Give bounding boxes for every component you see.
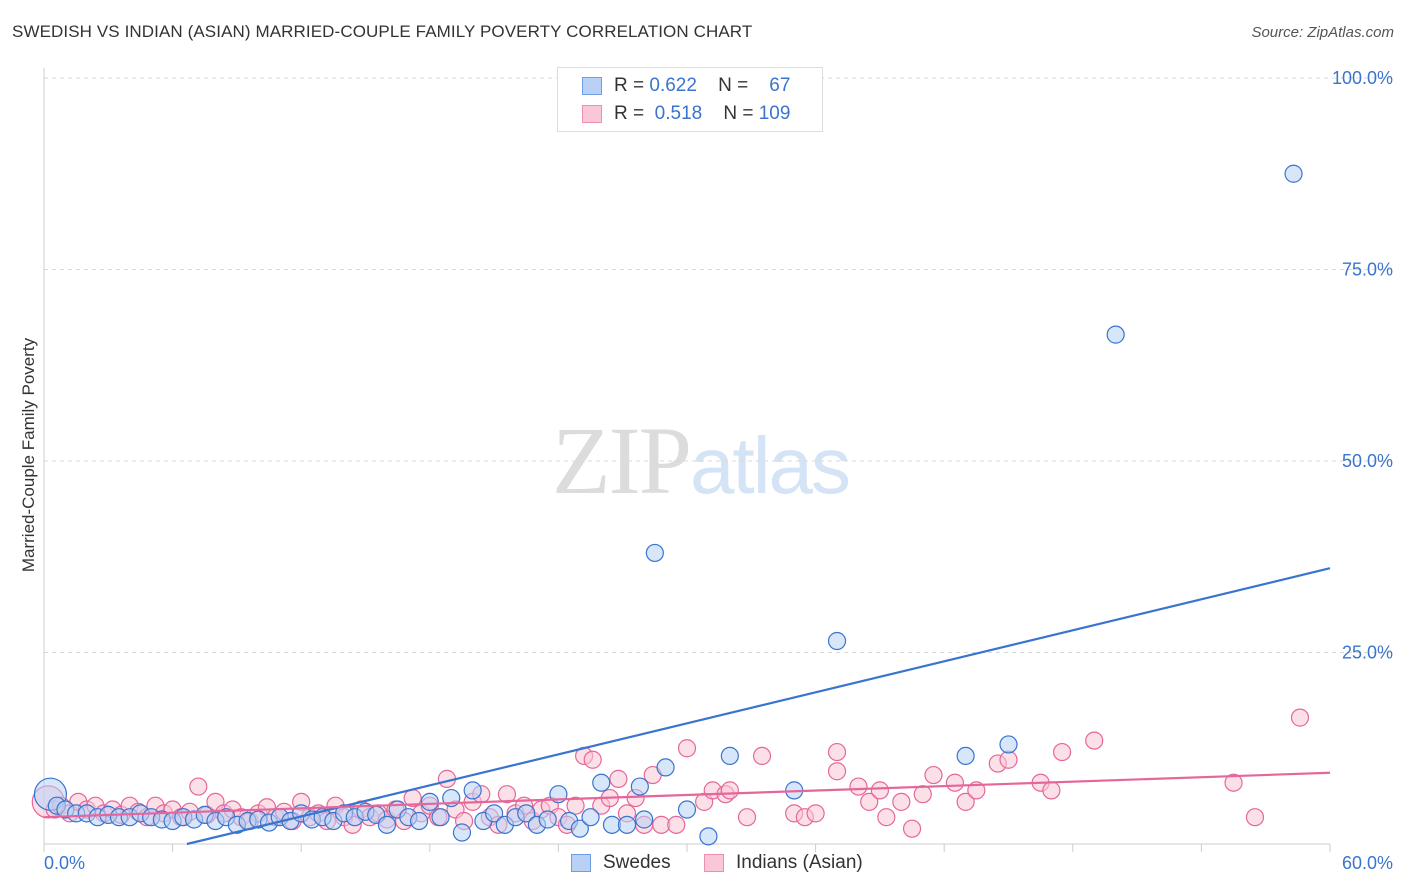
indians-point	[892, 792, 911, 811]
series-swatch-indians	[704, 854, 724, 872]
swede-point	[956, 746, 975, 766]
indians-point	[677, 739, 697, 758]
indians-point	[720, 781, 739, 800]
tick-labels: 25.0% 50.0% 75.0% 100.0% 0.0% 60.0%	[44, 68, 1393, 873]
correlation-legend: R = 0.622 N = 67 R = 0.518 N = 109	[557, 67, 823, 132]
indians-point	[827, 762, 847, 781]
indians-point	[806, 804, 825, 823]
indians-point	[849, 777, 868, 796]
indians-point	[583, 750, 602, 769]
swede-point	[827, 631, 847, 651]
indians-point	[877, 808, 896, 827]
indians-point	[870, 781, 890, 800]
indians-point	[860, 792, 879, 811]
swede-point	[720, 746, 739, 766]
indians-point	[1290, 708, 1310, 727]
indians-point	[566, 796, 585, 815]
legend-n-label: N =	[718, 75, 749, 96]
swede-point	[452, 823, 472, 842]
swede-point	[1106, 325, 1125, 344]
swede-point	[517, 804, 536, 823]
swede-point	[645, 543, 664, 563]
y-axis-label: Married-Couple Family Poverty	[19, 337, 38, 572]
legend-row-swedes: R = 0.622 N = 67	[582, 74, 790, 98]
indians-point	[945, 773, 965, 792]
legend-row-indians: R = 0.518 N = 109	[582, 102, 790, 126]
indians-point	[999, 750, 1018, 769]
indians-point	[667, 815, 686, 834]
indians-point	[924, 765, 943, 785]
swede-point	[677, 800, 697, 819]
series-legend-indians[interactable]: Indians (Asian)	[704, 852, 863, 874]
swede-point	[1284, 164, 1303, 183]
series-legend-swedes[interactable]: Swedes	[571, 852, 671, 874]
y-tick-label: 50.0%	[1342, 451, 1393, 471]
swede-point	[377, 815, 397, 834]
legend-swatch-indians	[582, 105, 602, 123]
indians-point	[1224, 773, 1243, 792]
legend-n-value: 67	[769, 75, 791, 96]
indians-point	[1085, 731, 1104, 750]
indians-point	[497, 785, 517, 804]
x-tick-label-min: 0.0%	[44, 853, 85, 873]
axes	[43, 68, 1331, 852]
indians-point	[1042, 781, 1061, 800]
indians-point	[1245, 808, 1265, 827]
swede-point	[581, 808, 600, 827]
swede-point	[635, 810, 654, 829]
legend-n-value: 109	[758, 103, 791, 124]
swede-point	[538, 810, 557, 829]
legend-r-value: 0.622	[649, 75, 697, 96]
x-tick-label-max: 60.0%	[1342, 853, 1393, 873]
legend-r-label: R =	[614, 75, 645, 96]
swede-point	[656, 758, 675, 777]
legend-r-value: 0.518	[654, 103, 703, 124]
swedes-points	[33, 164, 1303, 846]
series-swatch-swedes	[571, 854, 591, 872]
swede-point	[431, 808, 450, 827]
swede-point	[999, 735, 1018, 754]
legend-r-label: R =	[614, 103, 645, 124]
gridlines	[44, 77, 1392, 653]
swede-point	[592, 773, 611, 792]
swede-point	[420, 792, 439, 811]
series-label-indians: Indians (Asian)	[736, 852, 863, 873]
series-legend: Swedes Indians (Asian)	[0, 852, 1406, 878]
indians-trend-line	[43, 771, 1331, 819]
indians-point	[752, 746, 772, 766]
swede-point	[699, 827, 718, 846]
swede-point	[463, 781, 482, 800]
indians-point	[1052, 742, 1072, 762]
indians-point	[902, 819, 922, 838]
swede-point	[409, 811, 429, 831]
swede-point	[485, 804, 504, 823]
trend-lines	[43, 567, 1331, 846]
y-tick-label: 75.0%	[1342, 260, 1393, 280]
y-tick-label: 25.0%	[1342, 643, 1393, 663]
source-label: Source: ZipAtlas.com	[1251, 24, 1394, 41]
swede-point	[570, 819, 589, 838]
indians-point	[189, 777, 208, 796]
watermark-atlas: atlas	[690, 421, 851, 510]
swede-point	[617, 815, 637, 834]
swedes-trend-line	[186, 567, 1331, 846]
indians-point	[737, 808, 757, 827]
indians-point	[913, 785, 932, 804]
indians-point	[956, 792, 975, 811]
chart-title: SWEDISH VS INDIAN (ASIAN) MARRIED-COUPLE…	[12, 22, 753, 41]
series-label-swedes: Swedes	[603, 852, 671, 873]
swede-point	[630, 777, 649, 796]
indians-point	[609, 769, 628, 788]
y-tick-label: 100.0%	[1332, 68, 1393, 88]
legend-n-label: N =	[723, 103, 754, 124]
legend-swatch-swedes	[582, 77, 602, 95]
indians-point	[827, 742, 847, 762]
